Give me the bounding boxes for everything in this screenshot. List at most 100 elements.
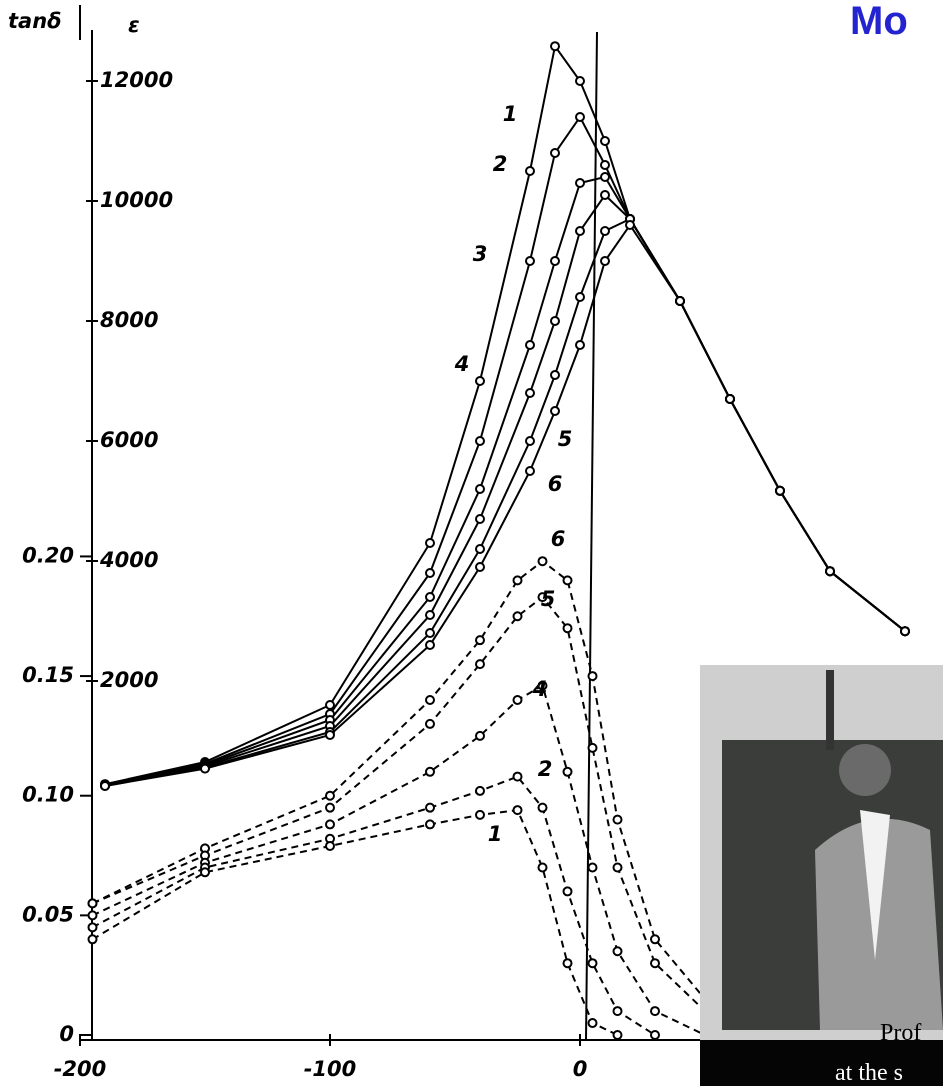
data-point bbox=[539, 864, 547, 872]
data-point bbox=[426, 611, 434, 619]
data-point bbox=[551, 407, 559, 415]
data-point bbox=[514, 576, 522, 584]
data-point bbox=[564, 959, 572, 967]
data-point bbox=[514, 612, 522, 620]
y-tick-label: 4000 bbox=[99, 548, 158, 572]
data-point bbox=[326, 792, 334, 800]
curve-label: 2 bbox=[493, 152, 508, 176]
data-point bbox=[614, 864, 622, 872]
x-tick-label: -200 bbox=[54, 1057, 107, 1081]
curve-label: 6 bbox=[551, 527, 566, 551]
data-point bbox=[426, 629, 434, 637]
data-point bbox=[89, 899, 97, 907]
y-tick-label: 8000 bbox=[100, 308, 158, 332]
curve-label: 6 bbox=[548, 472, 563, 496]
data-point bbox=[614, 1031, 622, 1039]
data-point bbox=[426, 768, 434, 776]
data-point bbox=[201, 868, 209, 876]
desk bbox=[700, 1040, 943, 1086]
data-point bbox=[576, 77, 584, 85]
x-tick-label: 0 bbox=[573, 1057, 588, 1081]
pole bbox=[826, 670, 834, 750]
photo-caption: at the s bbox=[835, 1060, 903, 1086]
curve-label: 5 bbox=[541, 587, 556, 611]
data-point bbox=[426, 804, 434, 812]
data-point bbox=[476, 515, 484, 523]
data-point bbox=[426, 696, 434, 704]
y2-axis-label: tanδ bbox=[8, 9, 62, 33]
data-point bbox=[614, 1007, 622, 1015]
curve-label: 1 bbox=[488, 822, 503, 846]
data-point bbox=[514, 773, 522, 781]
photo-caption: Prof bbox=[880, 1020, 921, 1046]
data-point bbox=[539, 557, 547, 565]
data-point bbox=[514, 696, 522, 704]
data-point bbox=[564, 887, 572, 895]
data-point bbox=[326, 701, 334, 709]
data-point bbox=[526, 389, 534, 397]
data-point bbox=[551, 317, 559, 325]
data-point bbox=[901, 627, 909, 635]
data-point bbox=[576, 341, 584, 349]
y2-tick-label: 0 bbox=[59, 1022, 74, 1046]
data-point bbox=[601, 137, 609, 145]
data-point bbox=[426, 569, 434, 577]
photo: Prof at the s bbox=[700, 665, 943, 1086]
data-point bbox=[726, 395, 734, 403]
data-point bbox=[514, 806, 522, 814]
y2-tick-label: 0.15 bbox=[22, 663, 74, 687]
data-point bbox=[426, 641, 434, 649]
data-point bbox=[526, 467, 534, 475]
y-tick-label: 10000 bbox=[100, 188, 173, 212]
data-point bbox=[476, 787, 484, 795]
data-point bbox=[476, 437, 484, 445]
curve-label: 2 bbox=[538, 757, 553, 781]
data-point bbox=[326, 842, 334, 850]
data-point bbox=[476, 485, 484, 493]
head bbox=[839, 744, 891, 796]
data-point bbox=[551, 149, 559, 157]
data-point bbox=[476, 732, 484, 740]
data-point bbox=[476, 811, 484, 819]
curve-label: 3 bbox=[473, 242, 488, 266]
data-point bbox=[614, 947, 622, 955]
data-point bbox=[426, 720, 434, 728]
data-point bbox=[776, 487, 784, 495]
y-tick-label: 6000 bbox=[100, 428, 158, 452]
data-point bbox=[526, 341, 534, 349]
data-point bbox=[539, 804, 547, 812]
data-point bbox=[576, 227, 584, 235]
data-point bbox=[601, 191, 609, 199]
data-point bbox=[426, 820, 434, 828]
data-point bbox=[614, 816, 622, 824]
slide-title: Mo bbox=[850, 0, 908, 43]
data-point bbox=[89, 935, 97, 943]
data-point bbox=[651, 959, 659, 967]
curve-label: 1 bbox=[503, 102, 518, 126]
data-point bbox=[651, 935, 659, 943]
data-point bbox=[476, 636, 484, 644]
data-point bbox=[564, 576, 572, 584]
data-point bbox=[589, 864, 597, 872]
data-point bbox=[626, 221, 634, 229]
data-point bbox=[551, 371, 559, 379]
y2-tick-label: 0.20 bbox=[22, 543, 74, 567]
data-point bbox=[576, 293, 584, 301]
data-point bbox=[101, 782, 109, 790]
data-point bbox=[826, 567, 834, 575]
data-point bbox=[476, 377, 484, 385]
series-line bbox=[93, 810, 618, 1035]
data-point bbox=[576, 113, 584, 121]
curve-label: 4 bbox=[454, 352, 470, 376]
data-point bbox=[476, 660, 484, 668]
y-tick-label: 12000 bbox=[100, 68, 173, 92]
data-point bbox=[426, 593, 434, 601]
data-point bbox=[426, 539, 434, 547]
data-point bbox=[601, 173, 609, 181]
data-point bbox=[326, 804, 334, 812]
data-point bbox=[564, 624, 572, 632]
data-point bbox=[551, 257, 559, 265]
x-tick-label: -100 bbox=[304, 1057, 357, 1081]
data-point bbox=[651, 1007, 659, 1015]
data-point bbox=[589, 672, 597, 680]
